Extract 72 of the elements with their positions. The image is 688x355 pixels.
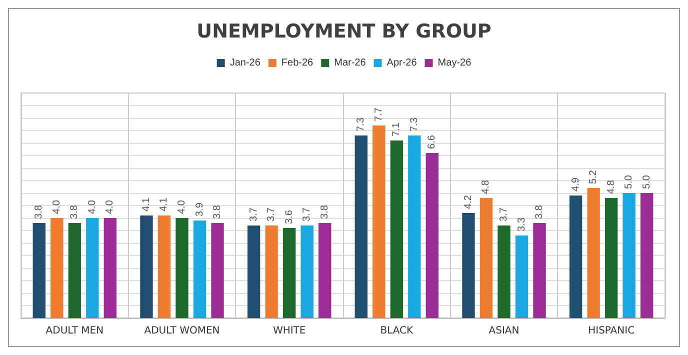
legend-label: Apr-26 <box>386 58 418 68</box>
data-label: 7.3 <box>356 117 367 132</box>
data-label: 4.8 <box>480 180 492 194</box>
bar <box>265 226 278 318</box>
bar <box>622 193 636 318</box>
bar <box>68 223 82 318</box>
bar <box>390 140 404 318</box>
data-label: 3.8 <box>212 204 224 219</box>
data-label: 7.1 <box>391 122 402 136</box>
bar <box>426 153 439 318</box>
bar <box>498 226 510 318</box>
data-label: 4.8 <box>606 180 617 194</box>
bar <box>86 218 99 318</box>
bar <box>158 216 171 318</box>
data-label: 6.6 <box>426 134 438 149</box>
bar <box>640 193 654 318</box>
bar <box>533 223 546 318</box>
data-label: 3.7 <box>266 207 278 222</box>
bar <box>372 126 386 318</box>
data-label: 5.0 <box>624 174 635 189</box>
x-tick-label: ADULT MEN <box>46 326 104 336</box>
bar <box>480 198 493 318</box>
x-tick-label: WHITE <box>272 326 306 336</box>
data-label: 3.8 <box>34 204 45 219</box>
bar <box>247 226 260 318</box>
data-label: 4.0 <box>176 200 188 214</box>
data-label: 3.6 <box>284 210 295 224</box>
data-label: 3.8 <box>319 204 330 219</box>
data-label: 4.1 <box>140 197 152 212</box>
bar <box>32 223 46 318</box>
bar <box>211 223 224 318</box>
bar <box>318 223 332 318</box>
data-label: 5.2 <box>588 170 600 184</box>
legend-label: Jan-26 <box>230 58 261 68</box>
data-label: 4.0 <box>51 200 62 214</box>
data-label: 4.2 <box>462 194 474 209</box>
data-label: 3.8 <box>69 204 80 219</box>
bar <box>354 136 368 318</box>
bar <box>50 218 64 318</box>
bar <box>587 188 600 318</box>
data-label: 3.7 <box>302 207 313 222</box>
x-tick-label: ASIAN <box>488 326 520 336</box>
data-label: 4.0 <box>86 200 98 214</box>
data-label: 4.0 <box>104 200 116 214</box>
data-label: 5.0 <box>641 174 652 189</box>
x-tick-label: HISPANIC <box>588 326 635 336</box>
data-label: 3.7 <box>248 207 260 222</box>
chart-title: UNEMPLOYMENT BY GROUP <box>196 20 492 42</box>
bar <box>176 218 188 318</box>
legend-label: Feb-26 <box>281 58 314 68</box>
bar <box>569 196 582 318</box>
data-label: 3.3 <box>516 217 528 232</box>
data-label: 7.3 <box>408 117 420 132</box>
data-label: 3.7 <box>498 207 510 222</box>
bar <box>462 213 475 318</box>
data-label: 7.7 <box>373 107 384 122</box>
bar <box>408 136 421 318</box>
bar <box>140 216 153 318</box>
bar <box>300 226 314 318</box>
data-label: 3.8 <box>534 204 546 219</box>
bar <box>193 220 206 318</box>
data-label: 3.9 <box>194 202 206 216</box>
data-label: 4.1 <box>158 197 170 212</box>
bar <box>604 198 618 318</box>
bar <box>515 236 528 318</box>
bar <box>104 218 117 318</box>
bar <box>282 228 296 318</box>
data-label: 4.9 <box>570 177 582 192</box>
legend-label: Mar-26 <box>334 58 366 68</box>
x-tick-label: BLACK <box>380 326 414 336</box>
x-tick-label: ADULT WOMEN <box>144 326 220 336</box>
legend-label: May-26 <box>438 58 472 68</box>
